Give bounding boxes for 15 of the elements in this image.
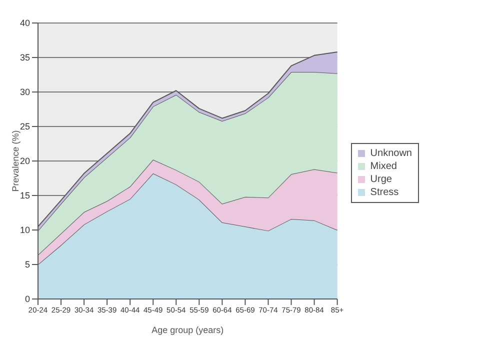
x-axis-title: Age group (years) [152, 325, 224, 335]
y-tick-label: 0 [24, 294, 30, 304]
legend-label: Urge [370, 172, 392, 186]
y-axis-title: Prevalence (%) [10, 130, 20, 192]
legend-label: Mixed [370, 160, 397, 172]
legend-label: Unknown [370, 146, 412, 160]
y-tick-label: 30 [20, 87, 30, 98]
y-tick-label: 40 [20, 18, 30, 28]
legend-label: Stress [370, 186, 399, 198]
y-tick-label: 20 [20, 156, 30, 166]
y-tick-label: 5 [24, 260, 30, 270]
y-tick-label: 25 [20, 122, 30, 132]
y-tick-label: 10 [20, 225, 30, 236]
y-tick-label: 15 [20, 190, 30, 201]
y-tick-label: 35 [20, 52, 30, 63]
